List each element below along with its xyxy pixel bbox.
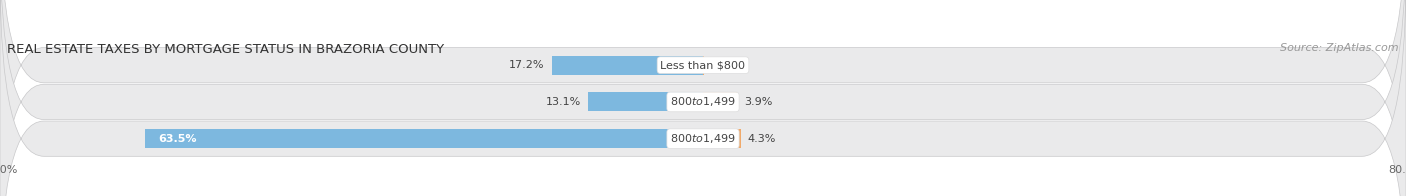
Text: Less than $800: Less than $800: [661, 60, 745, 70]
Bar: [588, 92, 703, 112]
Text: 0.07%: 0.07%: [710, 60, 747, 70]
Text: 17.2%: 17.2%: [509, 60, 546, 70]
Bar: [703, 92, 737, 112]
Text: 63.5%: 63.5%: [159, 134, 197, 144]
Bar: [703, 129, 741, 148]
Text: 13.1%: 13.1%: [546, 97, 581, 107]
Text: 3.9%: 3.9%: [744, 97, 773, 107]
Text: REAL ESTATE TAXES BY MORTGAGE STATUS IN BRAZORIA COUNTY: REAL ESTATE TAXES BY MORTGAGE STATUS IN …: [7, 43, 444, 56]
Bar: [145, 129, 703, 148]
Text: 4.3%: 4.3%: [748, 134, 776, 144]
Bar: [551, 56, 703, 75]
Text: Source: ZipAtlas.com: Source: ZipAtlas.com: [1281, 43, 1399, 53]
Text: $800 to $1,499: $800 to $1,499: [671, 95, 735, 108]
Text: $800 to $1,499: $800 to $1,499: [671, 132, 735, 145]
